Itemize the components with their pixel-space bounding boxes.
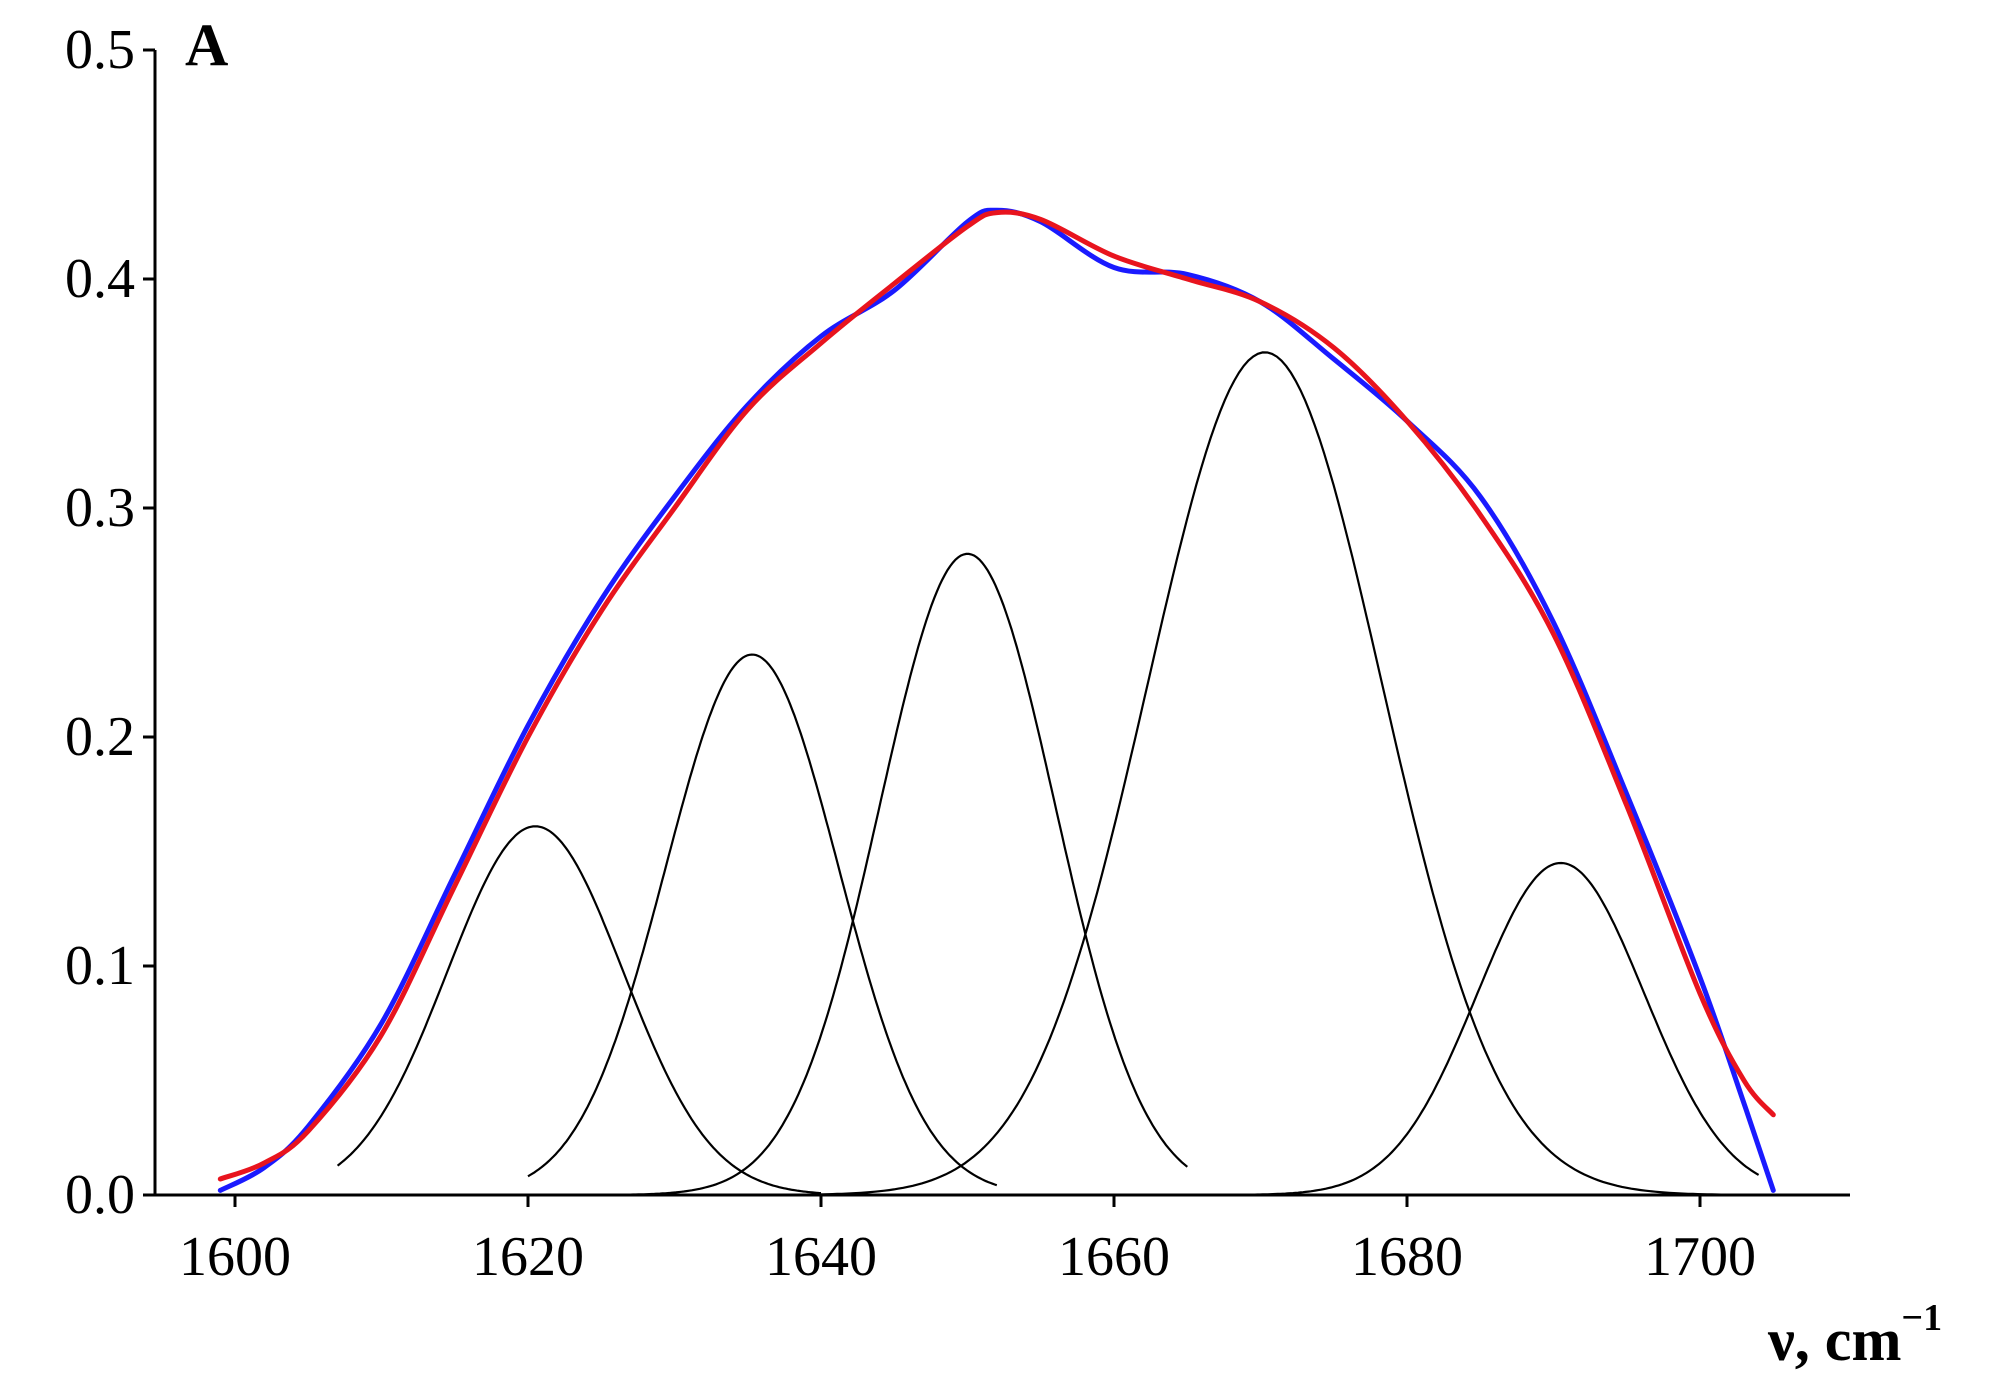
- y-tick-label: 0.1: [65, 935, 135, 997]
- x-tick-label: 1620: [472, 1226, 584, 1288]
- x-tick-label: 1600: [179, 1226, 291, 1288]
- x-axis-title: ν, cm−1: [1767, 1297, 1942, 1373]
- x-tick-label: 1640: [765, 1226, 877, 1288]
- x-tick-label: 1700: [1644, 1226, 1756, 1288]
- fit-line: [217, 209, 1776, 1182]
- y-axis: 0.0 0.1 0.2 0.3 0.4 0.5: [65, 19, 157, 1226]
- x-axis-title-main: ν, cm: [1767, 1307, 1901, 1373]
- y-axis-title: A: [185, 12, 228, 78]
- y-tick-label: 0.2: [65, 706, 135, 768]
- component-curves: [336, 351, 1774, 1197]
- component-curve-5: [1201, 861, 1760, 1197]
- component-curve-3: [601, 552, 1188, 1196]
- component-curve-4: [733, 351, 1774, 1197]
- x-tick-label: 1680: [1351, 1226, 1463, 1288]
- measured-line: [217, 207, 1776, 1193]
- y-tick-label: 0.5: [65, 19, 135, 81]
- x-axis-title-superscript: −1: [1901, 1297, 1942, 1339]
- x-axis: 1600 1620 1640 1660 1680 1700: [155, 1193, 1850, 1288]
- plot-area: [217, 207, 1776, 1197]
- component-curve-1: [336, 825, 822, 1195]
- component-curve-2: [527, 653, 998, 1187]
- y-tick-label: 0.4: [65, 248, 135, 310]
- series-lines: [217, 207, 1776, 1193]
- y-tick-label: 0.0: [65, 1164, 135, 1226]
- x-tick-label: 1660: [1058, 1226, 1170, 1288]
- y-tick-label: 0.3: [65, 477, 135, 539]
